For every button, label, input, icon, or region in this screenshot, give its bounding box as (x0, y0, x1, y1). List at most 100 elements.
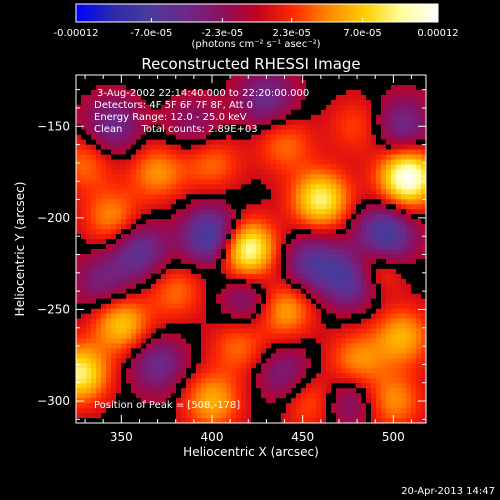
heatmap-cell (326, 378, 332, 384)
heatmap-cell (351, 104, 357, 111)
heatmap-cell (156, 219, 162, 225)
heatmap-cell (371, 94, 377, 101)
heatmap-cell (176, 104, 182, 111)
heatmap-cell (111, 273, 117, 280)
heatmap-cell (326, 403, 332, 409)
heatmap-cell (176, 134, 182, 141)
heatmap-cell (421, 358, 426, 364)
heatmap-cell (421, 109, 426, 116)
heatmap-cell (351, 129, 357, 136)
heatmap-cell (256, 353, 262, 359)
heatmap-cell (221, 353, 227, 359)
heatmap-cell (321, 318, 327, 325)
heatmap-cell (126, 75, 132, 81)
heatmap-cell (276, 154, 282, 161)
heatmap-cell (166, 268, 172, 275)
heatmap-cell (411, 398, 417, 404)
heatmap-cell (86, 109, 92, 116)
heatmap-cell (256, 348, 262, 354)
heatmap-cell (306, 194, 312, 200)
heatmap-cell (176, 393, 182, 399)
heatmap-cell (201, 378, 207, 384)
heatmap-cell (396, 298, 402, 305)
heatmap-cell (176, 328, 182, 335)
heatmap-cell (366, 75, 372, 81)
heatmap-cell (276, 239, 282, 245)
heatmap-cell (306, 214, 312, 220)
heatmap-cell (361, 318, 367, 325)
heatmap-cell (396, 333, 402, 340)
heatmap-cell (236, 244, 242, 250)
heatmap-cell (251, 159, 257, 166)
heatmap-cell (166, 273, 172, 280)
heatmap-cell (411, 189, 417, 195)
heatmap-cell (146, 214, 152, 220)
heatmap-cell (396, 373, 402, 379)
heatmap-cell (171, 249, 177, 255)
heatmap-cell (271, 224, 277, 230)
heatmap-cell (306, 258, 312, 265)
heatmap-cell (146, 75, 152, 81)
heatmap-cell (116, 104, 122, 111)
heatmap-cell (381, 94, 387, 101)
heatmap-cell (371, 408, 377, 414)
heatmap-cell (171, 363, 177, 369)
heatmap-cell (396, 338, 402, 345)
heatmap-cell (111, 338, 117, 345)
heatmap-cell (391, 104, 397, 111)
heatmap-cell (376, 104, 382, 111)
heatmap-cell (211, 75, 217, 81)
heatmap-cell (106, 383, 112, 389)
heatmap-cell (391, 353, 397, 359)
heatmap-cell (376, 174, 382, 180)
heatmap-cell (386, 378, 392, 384)
heatmap-cell (351, 408, 357, 414)
heatmap-cell (406, 383, 412, 389)
heatmap-cell (196, 104, 202, 111)
heatmap-cell (246, 114, 252, 121)
heatmap-cell (381, 333, 387, 340)
heatmap-cell (331, 144, 337, 151)
heatmap-cell (231, 209, 237, 215)
heatmap-cell (86, 313, 92, 320)
heatmap-cell (81, 358, 87, 364)
heatmap-cell (321, 119, 327, 126)
heatmap-cell (76, 283, 82, 290)
heatmap-cell (191, 164, 197, 171)
heatmap-cell (306, 288, 312, 295)
heatmap-cell (341, 258, 347, 265)
heatmap-cell (81, 308, 87, 315)
heatmap-cell (386, 249, 392, 255)
heatmap-cell (76, 174, 82, 180)
heatmap-cell (241, 94, 247, 101)
heatmap-cell (231, 75, 237, 81)
heatmap-cell (416, 353, 422, 359)
heatmap-cell (371, 388, 377, 394)
heatmap-cell (206, 273, 212, 280)
heatmap-cell (101, 368, 107, 374)
heatmap-cell (341, 169, 347, 176)
heatmap-cell (201, 358, 207, 364)
heatmap-cell (311, 164, 317, 171)
heatmap-cell (106, 418, 112, 423)
heatmap-cell (101, 94, 107, 101)
heatmap-cell (226, 234, 232, 240)
heatmap-cell (121, 249, 127, 255)
heatmap-cell (226, 313, 232, 320)
heatmap-cell (316, 109, 322, 116)
heatmap-cell (281, 413, 287, 419)
heatmap-cell (276, 278, 282, 285)
heatmap-cell (341, 249, 347, 255)
heatmap-cell (351, 159, 357, 166)
heatmap-cell (326, 194, 332, 200)
heatmap-cell (151, 174, 157, 180)
heatmap-cell (246, 383, 252, 389)
heatmap-cell (221, 194, 227, 200)
heatmap-cell (341, 184, 347, 190)
heatmap-cell (361, 139, 367, 146)
heatmap-cell (261, 229, 267, 235)
heatmap-cell (321, 338, 327, 345)
heatmap-cell (316, 139, 322, 146)
heatmap-cell (81, 224, 87, 230)
heatmap-cell (361, 378, 367, 384)
